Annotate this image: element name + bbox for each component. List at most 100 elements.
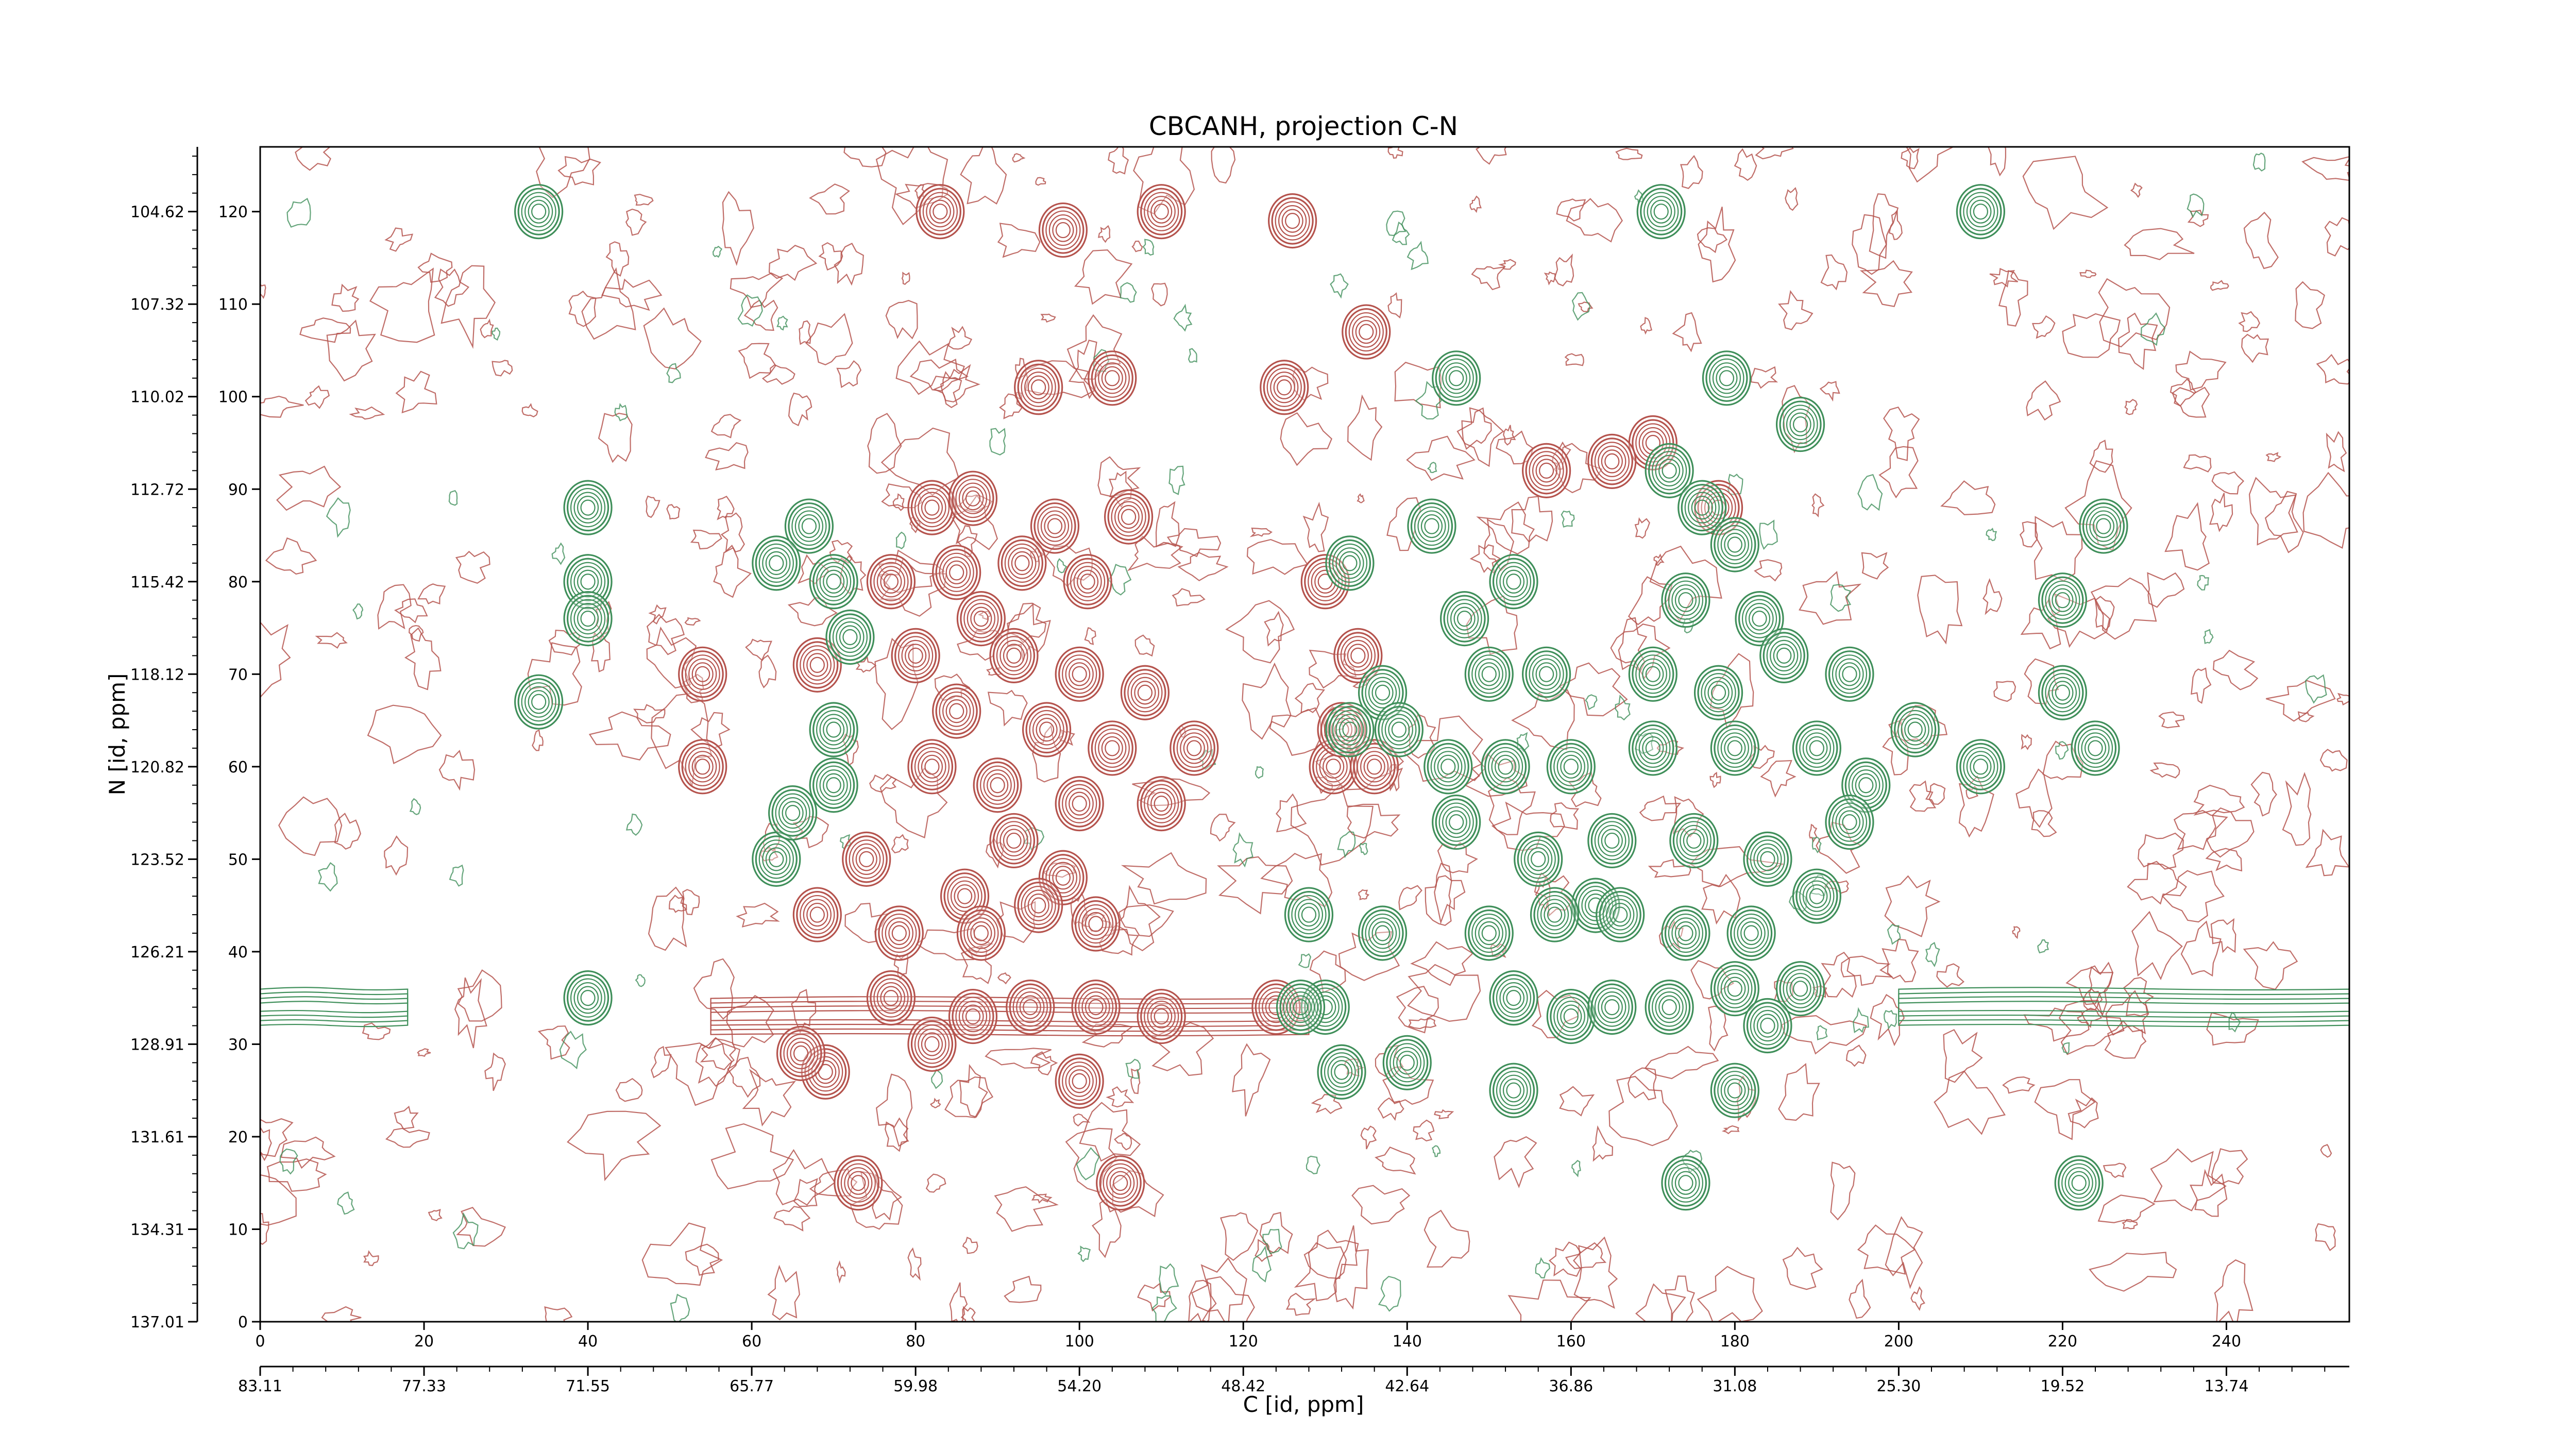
contour-ring bbox=[1498, 759, 1513, 775]
contour-ring bbox=[1326, 759, 1341, 775]
noise-contour bbox=[2214, 1259, 2253, 1322]
contour-ring bbox=[987, 773, 1009, 797]
noise-contour bbox=[559, 1031, 587, 1070]
negative-peak bbox=[1071, 980, 1121, 1035]
positive-peak bbox=[563, 480, 613, 535]
noise-contour bbox=[836, 1260, 846, 1284]
noise-contour bbox=[710, 1123, 794, 1190]
y-ppm-tick-label: 104.62 bbox=[130, 204, 184, 222]
noise-contour bbox=[568, 291, 597, 327]
noise-contour bbox=[1548, 1241, 1582, 1277]
contour-ring bbox=[1334, 1064, 1349, 1080]
noise-contour bbox=[1232, 832, 1253, 868]
contour-ring bbox=[1478, 921, 1500, 946]
contour-ring bbox=[782, 801, 804, 825]
contour-ring bbox=[1134, 681, 1156, 705]
noise-contour bbox=[1306, 1155, 1320, 1174]
contour-ring bbox=[1776, 647, 1792, 664]
contour-ring bbox=[793, 1045, 809, 1062]
y-ppm-tick-label: 128.91 bbox=[130, 1036, 184, 1054]
contour-ring bbox=[1506, 1082, 1521, 1099]
contour-ring bbox=[755, 835, 798, 883]
contour-ring bbox=[1524, 843, 1553, 875]
noise-contour bbox=[1759, 519, 1778, 550]
noise-contour bbox=[761, 364, 795, 385]
contour-ring bbox=[1741, 599, 1777, 638]
contour-ring bbox=[1290, 995, 1312, 1019]
contour-ring bbox=[1027, 894, 1049, 918]
contour-ring bbox=[1719, 370, 1735, 386]
noise-contour bbox=[1635, 1283, 1686, 1322]
contour-ring bbox=[1724, 976, 1746, 1001]
noise-contour bbox=[1615, 147, 1643, 160]
noise-contour bbox=[1210, 814, 1236, 842]
positive-peak bbox=[1596, 887, 1645, 942]
noise-contour bbox=[1988, 147, 2006, 177]
noise-contour bbox=[1025, 360, 1096, 398]
noise-contour bbox=[997, 972, 1011, 985]
contour-ring bbox=[1447, 599, 1482, 638]
contour-ring bbox=[580, 610, 596, 627]
contour-ring bbox=[921, 754, 943, 779]
contour-ring bbox=[1842, 666, 1857, 682]
contour-ring bbox=[1255, 983, 1297, 1031]
contour-ring bbox=[1746, 835, 1789, 883]
noise-contour bbox=[1255, 766, 1264, 779]
contour-ring bbox=[755, 539, 798, 587]
contour-ring bbox=[681, 743, 724, 790]
contour-ring bbox=[2096, 518, 2111, 534]
contour-ring bbox=[1427, 743, 1469, 790]
noise-contour bbox=[2055, 741, 2069, 760]
noise-contour bbox=[985, 1048, 1052, 1069]
contour-ring bbox=[1058, 650, 1101, 698]
y-ppm-tick-label: 120.82 bbox=[130, 759, 184, 777]
contour-ring bbox=[990, 777, 1005, 794]
contour-ring bbox=[1584, 894, 1607, 918]
noise-contour bbox=[1682, 618, 1694, 634]
positive-peak bbox=[1325, 535, 1375, 591]
noise-contour bbox=[1644, 1046, 1719, 1080]
contour-ring bbox=[2089, 510, 2118, 542]
contour-ring bbox=[965, 1008, 981, 1025]
contour-ring bbox=[1529, 654, 1564, 694]
noise-contour bbox=[1820, 254, 1848, 291]
contour-ring bbox=[1598, 991, 1626, 1023]
contour-ring bbox=[1004, 543, 1040, 583]
contour-ring bbox=[1779, 965, 1822, 1013]
noise-contour bbox=[1415, 381, 1442, 420]
contour-ring bbox=[1789, 412, 1811, 436]
x-index-tick-label: 20 bbox=[414, 1333, 434, 1351]
noise-contour bbox=[1413, 1119, 1435, 1142]
noise-contour bbox=[2037, 939, 2049, 954]
noise-contour bbox=[758, 654, 777, 688]
noise-contour bbox=[1035, 177, 1046, 186]
contour-ring bbox=[2045, 580, 2080, 620]
contour-ring bbox=[566, 484, 609, 532]
contour-ring bbox=[1643, 192, 1679, 231]
y-index-tick-label: 80 bbox=[228, 574, 248, 592]
contour-ring bbox=[939, 552, 974, 592]
contour-ring bbox=[1081, 991, 1110, 1023]
contour-ring bbox=[819, 566, 848, 598]
contour-ring bbox=[1676, 821, 1711, 861]
contour-ring bbox=[1748, 606, 1771, 631]
contour-ring bbox=[524, 686, 553, 718]
noise-contour bbox=[1885, 1216, 1923, 1289]
positive-peak bbox=[514, 184, 564, 240]
contour-ring bbox=[873, 978, 909, 1018]
positive-peak bbox=[809, 757, 858, 813]
contour-ring bbox=[1724, 532, 1746, 557]
noise-contour bbox=[1709, 653, 1754, 730]
contour-ring bbox=[2077, 728, 2113, 768]
contour-ring bbox=[1901, 714, 1929, 746]
negative-peak bbox=[1038, 202, 1088, 258]
noise-contour bbox=[885, 1117, 909, 1152]
positive-peak bbox=[1382, 1035, 1432, 1090]
contour-ring bbox=[1042, 206, 1084, 254]
noise-contour bbox=[717, 496, 735, 520]
contour-ring bbox=[809, 906, 825, 923]
noise-contour bbox=[1910, 1286, 1925, 1311]
contour-ring bbox=[1496, 978, 1532, 1018]
contour-ring bbox=[926, 196, 955, 228]
contour-ring bbox=[819, 714, 848, 746]
